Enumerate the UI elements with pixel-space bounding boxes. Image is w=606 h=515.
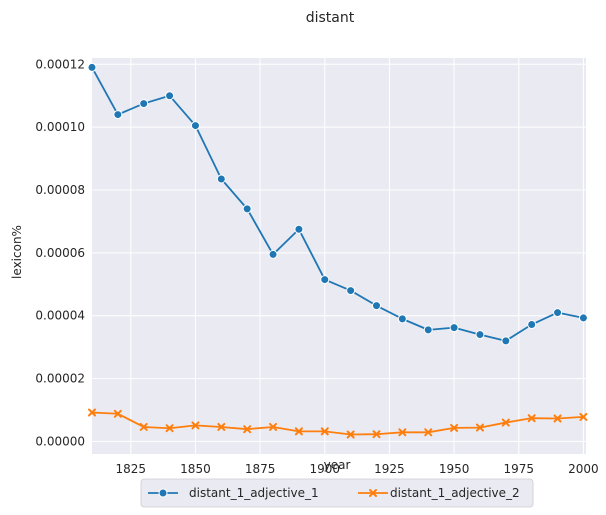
data-point-series-1 [527, 320, 537, 330]
legend-label-series-2: distant_1_adjective_2 [390, 486, 520, 500]
y-tick-label: 0.00012 [35, 57, 85, 71]
data-point-series-2 [320, 427, 329, 436]
y-tick-label: 0.00010 [35, 120, 85, 134]
data-point-series-1 [553, 308, 563, 318]
series-lines [87, 62, 588, 439]
x-tick-label: 2000 [568, 462, 599, 476]
data-point-series-1 [268, 249, 278, 259]
data-point-series-1 [242, 204, 252, 214]
data-point-series-1 [87, 62, 97, 72]
data-point-series-1 [475, 330, 485, 340]
data-point-series-1 [190, 121, 200, 131]
x-tick-label: 1975 [503, 462, 534, 476]
chart-title: distant [306, 10, 355, 26]
legend-box [140, 478, 534, 508]
data-point-series-2 [424, 428, 433, 437]
x-tick-label: 1925 [374, 462, 405, 476]
legend-label-series-1: distant_1_adjective_1 [189, 486, 319, 500]
data-point-series-2 [579, 412, 588, 421]
data-point-series-2 [450, 423, 459, 432]
x-tick-label: 1950 [439, 462, 470, 476]
y-axis-ticks: 0.00000 0.00002 0.00004 0.00006 0.00008 0.000… [35, 57, 85, 448]
data-point-series-2 [217, 422, 226, 431]
data-point-series-1 [449, 323, 459, 333]
x-tick-label: 1850 [180, 462, 211, 476]
x-axis-ticks: 1825 1850 1875 1900 1925 1950 1975 2000 [116, 462, 599, 476]
data-point-series-2 [294, 427, 303, 436]
data-point-series-2 [243, 425, 252, 434]
data-point-series-2 [553, 414, 562, 423]
x-axis-label: year [324, 458, 351, 472]
data-point-series-2 [501, 418, 510, 427]
y-tick-label: 0.00008 [35, 183, 85, 197]
x-tick-label: 1900 [310, 462, 341, 476]
data-point-series-2 [398, 428, 407, 437]
legend: distant_1_adjective_1 distant_1_adjectiv… [140, 478, 534, 508]
data-point-series-2 [88, 408, 96, 417]
data-point-series-1 [294, 224, 304, 234]
plot-background [92, 58, 586, 454]
grid [92, 58, 586, 454]
legend-marker-series-2 [369, 489, 377, 497]
data-point-series-2 [191, 421, 200, 430]
x-tick-label: 1825 [116, 462, 147, 476]
data-point-series-2 [113, 409, 122, 418]
data-point-series-1 [372, 301, 382, 311]
data-point-series-1 [501, 336, 511, 346]
y-tick-label: 0.00002 [35, 372, 85, 386]
legend-marker-series-1 [158, 488, 168, 498]
data-point-series-1 [397, 314, 407, 324]
y-axis-label: lexicon% [10, 225, 24, 279]
data-point-series-1 [216, 174, 226, 184]
data-point-series-2 [269, 422, 278, 431]
data-point-series-2 [139, 422, 148, 431]
x-tick-label: 1875 [245, 462, 276, 476]
data-point-series-1 [165, 91, 175, 101]
data-point-series-1 [139, 99, 149, 109]
data-point-series-2 [372, 430, 381, 439]
data-point-series-2 [527, 414, 536, 423]
series-line-2 [91, 411, 584, 436]
y-tick-label: 0.00000 [35, 434, 85, 448]
y-tick-label: 0.00006 [35, 246, 85, 260]
data-point-series-1 [346, 286, 356, 296]
data-point-series-1 [578, 313, 588, 323]
data-point-series-2 [165, 424, 174, 433]
y-tick-label: 0.00004 [35, 309, 85, 323]
data-point-series-1 [423, 325, 433, 335]
data-point-series-2 [475, 423, 484, 432]
data-point-series-1 [113, 110, 123, 120]
data-point-series-1 [320, 275, 330, 285]
data-point-series-2 [346, 430, 355, 439]
